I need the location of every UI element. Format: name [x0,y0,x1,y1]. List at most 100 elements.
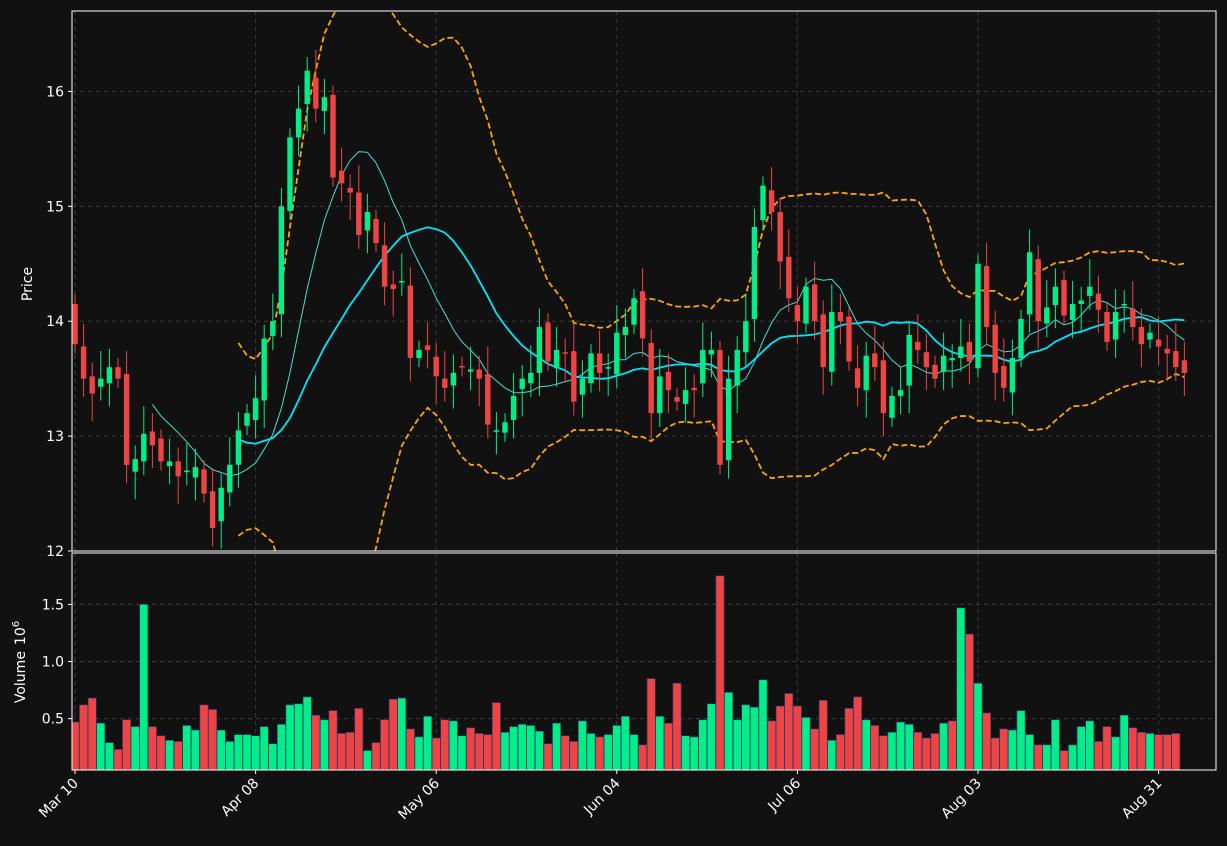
candle-body [1061,279,1067,316]
volume-bar [612,725,622,770]
volume-bar [629,734,639,770]
volume-bar [423,716,432,770]
volume-tick-label: 1.0 [42,655,64,671]
candle-body [932,364,938,379]
volume-bar [371,742,381,770]
volume-bar [302,696,312,770]
candle-body [510,395,517,421]
candle-body [1164,348,1170,354]
volume-bar [491,702,501,770]
price-tick-label: 12 [46,544,64,560]
volume-bar [113,749,123,770]
volume-bar [689,736,699,770]
volume-bar [448,720,458,770]
volume-bar [234,734,243,770]
volume-bar [1162,734,1172,770]
volume-bar [586,733,596,770]
volume-bar [1042,744,1052,770]
volume-axis-exponent-base: 10 [13,627,29,645]
candle-body [98,378,104,387]
candle-body [743,321,749,353]
candle-body [700,349,706,384]
volume-bar [1102,726,1112,770]
candle-body [149,431,156,446]
candle-body [270,321,276,337]
volume-bar [259,726,269,770]
candle-body [442,378,448,388]
volume-bar [655,716,665,770]
candle-body [837,312,844,322]
volume-bar [311,714,321,770]
volume-bar [1154,734,1163,770]
volume-bar [982,712,991,770]
volume-bar [646,678,656,770]
volume-bar [388,698,398,770]
volume-bar [844,708,854,770]
volume-bar [483,734,493,770]
volume-bar [105,742,114,770]
volume-bar [173,741,183,770]
volume-bar [595,736,604,770]
candle-body [1104,312,1110,342]
volume-bar [354,708,364,770]
candle-body [829,312,835,372]
volume-bar [560,735,570,770]
candle-body [949,357,955,361]
price-tick-label: 13 [46,429,64,445]
volume-bar [380,719,389,770]
volume-bar [208,709,217,770]
volume-bar [397,697,407,770]
volume-bar [1025,734,1034,770]
volume-bar [913,732,923,770]
candle-body [184,470,190,473]
candle-body [923,352,930,368]
candle-body [261,338,267,401]
candle-body [906,335,912,386]
volume-panel: 0.5 1.0 1.5 [42,552,1217,771]
candle-body [631,298,637,325]
volume-bar [1111,736,1120,770]
volume-bar [130,726,140,770]
volume-bar [148,726,157,770]
price-tick-label: 14 [46,314,64,330]
candle-body [89,376,95,394]
volume-bar [973,682,983,770]
candle-body [915,341,921,350]
volume-bar [896,721,905,770]
volume-bar [930,733,940,770]
volume-bar [775,705,785,770]
volume-bar [517,724,527,770]
candle-body [227,464,233,493]
candle-body [811,284,818,322]
candle-body [1018,318,1024,358]
candle-body [502,422,508,433]
volume-bar [319,719,329,770]
volume-bar [268,743,278,770]
candle-body [295,108,302,138]
volume-bar [500,732,510,770]
volume-bar [810,728,819,770]
volume-bar [698,719,708,770]
candle-body [235,430,242,465]
candle-body [1147,332,1153,340]
candle-body [872,353,878,368]
candle-body [321,97,328,111]
upper-band [237,11,1185,361]
volume-bar [663,722,673,770]
candle-body [1130,308,1136,327]
volume-axis-exponent-power: 6 [11,621,22,627]
candles [72,50,1188,549]
candle-body [1052,286,1059,306]
volume-bar [526,725,536,770]
volume-axis-label: Volume 106 [11,621,29,703]
candle-body [596,353,603,373]
volume-bar [440,719,450,770]
volume-bar [964,633,974,770]
candle-body [983,266,990,327]
candle-body [691,387,697,391]
candle-body [648,343,654,414]
candle-body [992,324,998,373]
candle-body [897,390,904,396]
